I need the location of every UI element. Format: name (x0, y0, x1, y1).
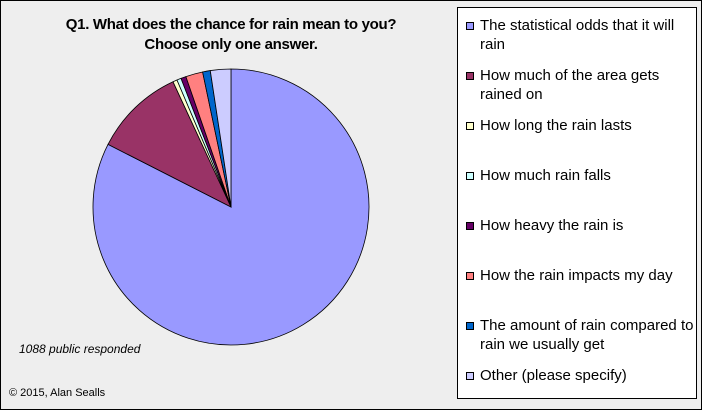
legend-label: How much rain falls (480, 167, 611, 184)
legend-swatch (466, 122, 474, 130)
legend-swatch (466, 72, 474, 80)
legend-label: How much of the area gets rained on (480, 67, 660, 103)
pie-chart (92, 68, 370, 346)
response-count-note: 1088 public responded (19, 342, 141, 356)
legend-swatch (466, 22, 474, 30)
copyright-text: © 2015, Alan Sealls (9, 387, 106, 399)
pie-slice-2 (107, 81, 232, 208)
legend-label: How the rain impacts my day (480, 267, 673, 284)
chart-legend: The statistical odds that it will rain Ho… (457, 7, 697, 399)
chart-subtitle: Choose only one answer. (144, 36, 318, 53)
legend-label: How long the rain lasts (480, 117, 632, 134)
legend-swatch (466, 372, 474, 380)
legend-swatch (466, 172, 474, 180)
chart-title-block: Q1. What does the chance for rain mean t… (11, 15, 451, 55)
legend-label: Other (please specify) (480, 367, 627, 384)
legend-swatch (466, 222, 474, 230)
legend-label: The amount of rain compared to rain we u… (480, 317, 694, 353)
legend-label: How heavy the rain is (480, 217, 624, 234)
pie-slice-8 (209, 68, 232, 208)
chart-title: Q1. What does the chance for rain mean t… (65, 16, 397, 33)
legend-swatch (466, 272, 474, 280)
legend-swatch (466, 322, 474, 330)
legend-label: The statistical odds that it will rain (480, 17, 675, 53)
